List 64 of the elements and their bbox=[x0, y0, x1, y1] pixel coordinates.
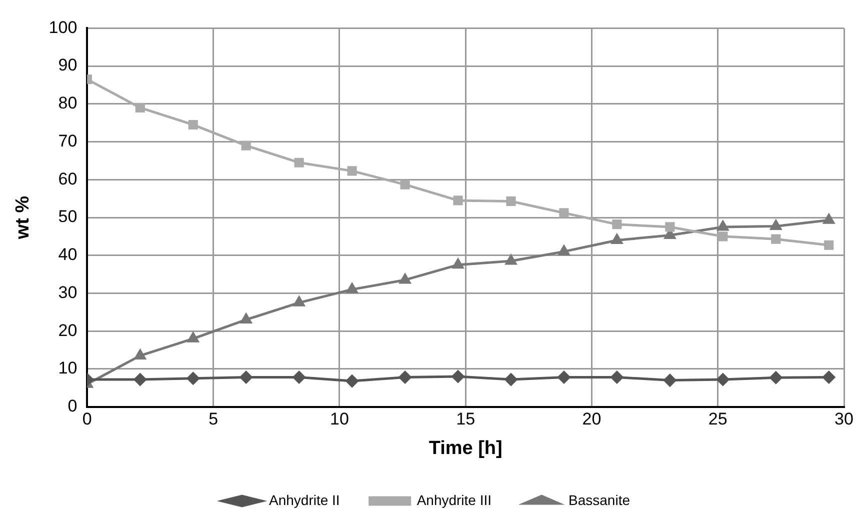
point bbox=[822, 371, 836, 384]
point bbox=[770, 371, 782, 384]
legend-label: Anhydrite II bbox=[269, 492, 340, 508]
point bbox=[505, 254, 517, 265]
y-tick-label: 40 bbox=[58, 245, 78, 264]
point bbox=[346, 374, 358, 388]
point bbox=[506, 196, 516, 206]
point bbox=[134, 373, 146, 386]
point bbox=[558, 371, 570, 384]
y-tick-label: 30 bbox=[58, 282, 78, 302]
point bbox=[346, 283, 358, 294]
y-tick-label: 60 bbox=[58, 169, 78, 188]
point bbox=[558, 245, 570, 256]
point bbox=[452, 258, 464, 269]
point bbox=[611, 234, 623, 244]
x-axis-title: Time [h] bbox=[428, 438, 502, 459]
point bbox=[188, 332, 199, 342]
y-tick-label: 10 bbox=[58, 358, 78, 378]
x-tick-label: 20 bbox=[582, 410, 602, 429]
point bbox=[559, 208, 569, 218]
point bbox=[292, 371, 306, 384]
x-tick-label: 5 bbox=[208, 410, 218, 429]
y-tick-label: 80 bbox=[58, 94, 78, 113]
y-tick-label: 90 bbox=[58, 56, 78, 75]
point bbox=[294, 296, 305, 306]
point bbox=[612, 220, 622, 230]
y-tick-label: 50 bbox=[58, 207, 78, 226]
point bbox=[664, 374, 676, 387]
point bbox=[771, 234, 781, 244]
point bbox=[398, 371, 412, 384]
x-tick-label: 25 bbox=[708, 410, 728, 429]
point bbox=[134, 349, 146, 360]
point bbox=[610, 371, 624, 384]
x-tick-label: 30 bbox=[834, 410, 854, 429]
y-tick-label: 100 bbox=[48, 18, 78, 37]
point bbox=[400, 180, 410, 190]
point bbox=[823, 214, 834, 224]
point bbox=[186, 372, 200, 385]
point bbox=[240, 313, 252, 324]
point bbox=[770, 220, 782, 230]
x-tick-label: 10 bbox=[330, 410, 349, 429]
point bbox=[188, 120, 198, 130]
point bbox=[453, 196, 463, 206]
point bbox=[716, 373, 730, 386]
y-tick-label: 70 bbox=[58, 131, 78, 150]
point bbox=[452, 370, 464, 383]
point bbox=[399, 274, 411, 284]
x-tick-label: 0 bbox=[82, 410, 92, 429]
y-tick-label: 0 bbox=[68, 396, 78, 416]
point bbox=[504, 373, 518, 386]
point bbox=[135, 102, 145, 112]
point bbox=[294, 158, 304, 168]
point bbox=[717, 220, 728, 231]
point bbox=[718, 232, 728, 242]
legend-label: Anhydrite III bbox=[416, 492, 492, 508]
point bbox=[665, 222, 675, 232]
point bbox=[240, 371, 252, 384]
point bbox=[241, 140, 251, 150]
legend-label: Bassanite bbox=[568, 492, 630, 508]
x-tick-label: 15 bbox=[456, 410, 476, 429]
y-tick-label: 20 bbox=[58, 320, 78, 340]
point bbox=[347, 166, 357, 176]
point bbox=[824, 240, 834, 250]
y-axis-title: wt % bbox=[12, 196, 34, 240]
